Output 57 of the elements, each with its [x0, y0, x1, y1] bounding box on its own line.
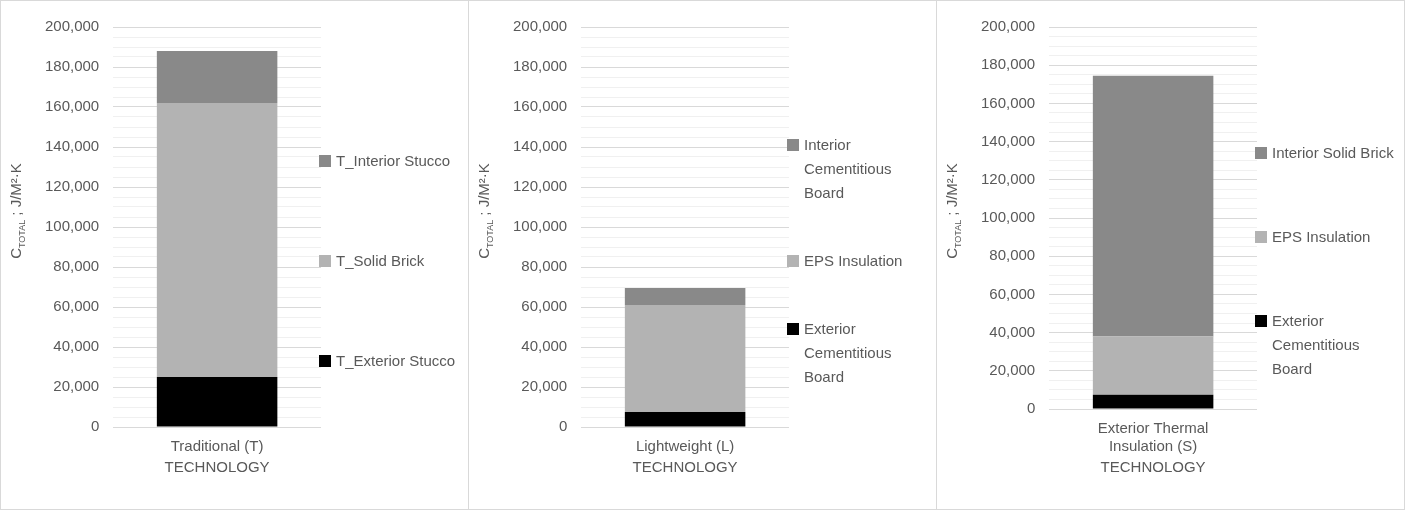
y-tick-label: 180,000	[980, 55, 1036, 73]
bar	[156, 103, 278, 377]
legend-label: EPS Insulation	[1272, 227, 1371, 247]
y-tick-label: 140,000	[980, 131, 1036, 149]
bar	[1092, 394, 1214, 409]
bar	[624, 412, 746, 427]
y-tick-label: 200,000	[980, 17, 1036, 35]
y-tick-label: 0	[90, 417, 100, 435]
legend-label: T_Interior Stucco	[336, 151, 451, 171]
legend-label: Interior Solid Brick	[1272, 143, 1394, 163]
legend-label: Exterior Cementitious Board	[1272, 311, 1361, 379]
y-tick-label: 160,000	[980, 93, 1036, 111]
y-tick-label: 20,000	[521, 377, 568, 395]
y-tick-label: 180,000	[44, 57, 100, 75]
x-axis-title: TECHNOLOGY	[1100, 458, 1206, 476]
y-tick-label: 100,000	[980, 208, 1036, 226]
y-tick-label: 180,000	[512, 57, 568, 75]
y-tick-label: 140,000	[44, 137, 100, 155]
bar	[1092, 75, 1214, 337]
y-tick-label: 80,000	[989, 246, 1036, 264]
y-tick-label: 80,000	[53, 257, 100, 275]
y-tick-label: 120,000	[512, 177, 568, 195]
legend-label: EPS Insulation	[804, 251, 903, 271]
bar	[156, 51, 278, 103]
y-tick-label: 200,000	[44, 17, 100, 35]
y-tick-label: 200,000	[512, 17, 568, 35]
legend-label: Exterior Cementitious Board	[804, 319, 893, 387]
legend-label: T_Exterior Stucco	[336, 351, 456, 371]
bar	[1092, 336, 1214, 395]
y-tick-label: 20,000	[989, 360, 1036, 378]
bar	[624, 288, 746, 305]
x-axis-title: TECHNOLOGY	[632, 458, 738, 476]
y-tick-label: 60,000	[521, 297, 568, 315]
y-tick-label: 0	[558, 417, 568, 435]
y-tick-label: 160,000	[512, 97, 568, 115]
bar	[156, 377, 278, 427]
x-tick-label: Traditional (T)	[170, 437, 264, 455]
y-tick-label: 140,000	[512, 137, 568, 155]
y-tick-label: 60,000	[989, 284, 1036, 302]
y-tick-label: 20,000	[53, 377, 100, 395]
y-tick-label: 160,000	[44, 97, 100, 115]
y-tick-label: 100,000	[44, 217, 100, 235]
bar	[624, 305, 746, 412]
y-tick-label: 120,000	[44, 177, 100, 195]
y-tick-label: 40,000	[53, 337, 100, 355]
y-tick-label: 60,000	[53, 297, 100, 315]
y-tick-label: 120,000	[980, 169, 1036, 187]
legend-label: T_Solid Brick	[336, 251, 425, 271]
y-tick-label: 100,000	[512, 217, 568, 235]
y-tick-label: 0	[1026, 399, 1036, 417]
y-tick-label: 40,000	[521, 337, 568, 355]
x-axis-title: TECHNOLOGY	[164, 458, 270, 476]
y-tick-label: 80,000	[521, 257, 568, 275]
x-tick-label: Lightweight (L)	[635, 437, 735, 455]
y-tick-label: 40,000	[989, 322, 1036, 340]
legend-label: Interior Cementitious Board	[804, 135, 893, 203]
x-tick-label: Exterior Thermal Insulation (S)	[1097, 419, 1209, 455]
